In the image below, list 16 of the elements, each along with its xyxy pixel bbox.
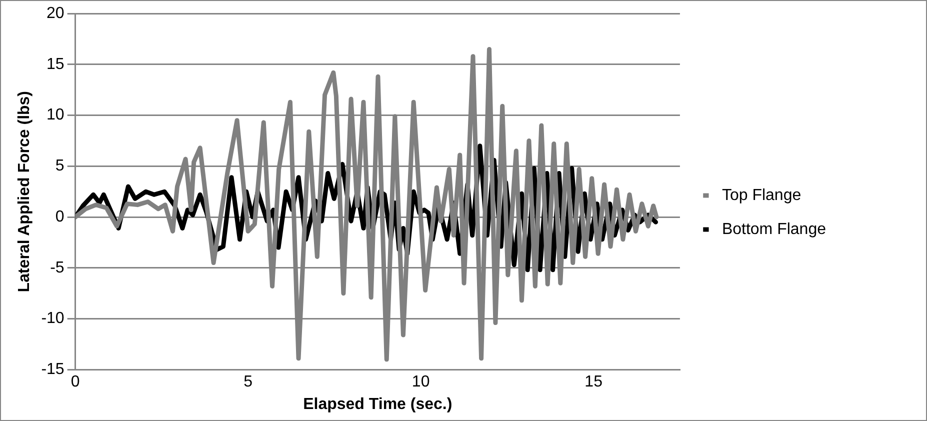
x-tick-label: 15: [584, 374, 603, 391]
x-axis-title: Elapsed Time (sec.): [303, 396, 452, 413]
y-axis-title: Lateral Applied Force (lbs): [16, 90, 34, 292]
y-tick-label: -5: [50, 259, 64, 276]
legend-label: Bottom Flange: [722, 220, 826, 238]
y-tick-label: 15: [46, 56, 64, 73]
y-tick-label: 20: [46, 5, 64, 22]
y-tick-label: 5: [55, 158, 64, 175]
y-tick-label: -15: [41, 361, 64, 378]
y-tick-label: 10: [46, 106, 64, 124]
legend-label: Top Flange: [722, 186, 802, 204]
x-tick-label: 0: [70, 374, 80, 391]
y-tick-label: 0: [55, 208, 64, 226]
y-tick-label: -10: [41, 310, 64, 328]
x-tick-label: 5: [244, 374, 253, 391]
x-tick-label: 10: [412, 374, 430, 391]
